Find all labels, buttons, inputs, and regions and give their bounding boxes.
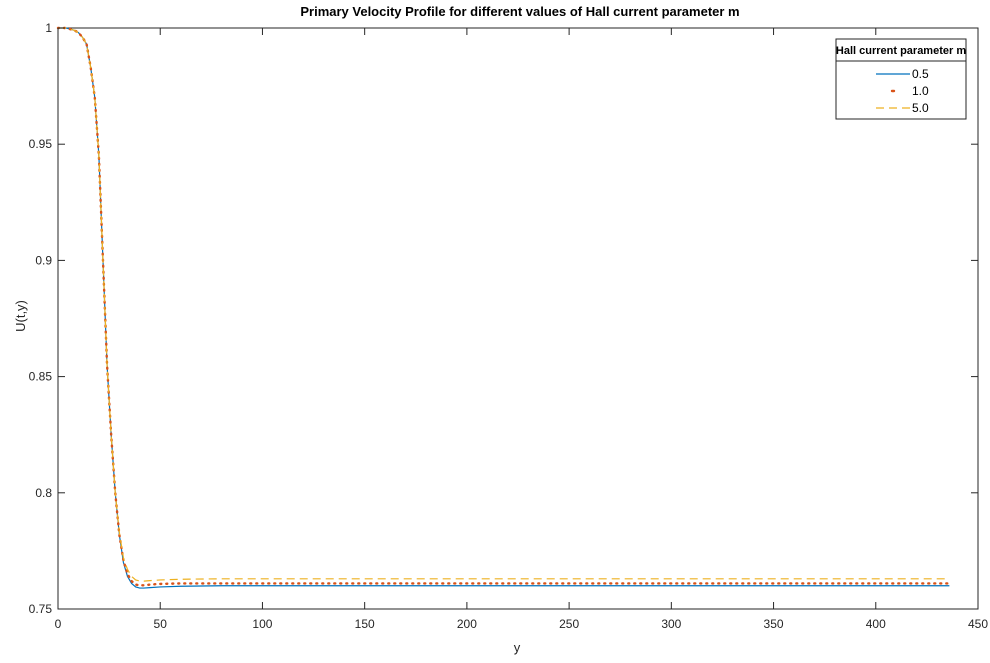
y-tick-label: 0.8 — [35, 486, 52, 500]
y-tick-label: 1 — [45, 21, 52, 35]
legend-items: 0.5 1.0 5.0 — [876, 67, 929, 115]
plot-area: 0 50 100 150 200 250 300 350 400 450 0.75 0.8 0.85 0.… — [29, 21, 989, 631]
ticks-layer: 0 50 100 150 200 250 300 350 400 450 0.75 0.8 0.85 0.… — [29, 21, 989, 631]
series-line-1-0 — [56, 26, 951, 587]
y-tick-label: 0.9 — [35, 253, 52, 267]
chart-title: Primary Velocity Profile for different v… — [300, 4, 739, 19]
x-tick-label: 350 — [764, 617, 784, 631]
x-axis-label: y — [514, 640, 521, 655]
x-tick-label: 200 — [457, 617, 477, 631]
legend-label-5-0: 5.0 — [912, 101, 929, 115]
legend-label-0-5: 0.5 — [912, 67, 929, 81]
axes-box — [57, 27, 979, 610]
x-tick-label: 300 — [661, 617, 681, 631]
x-tick-label: 450 — [968, 617, 988, 631]
legend: Hall current parameter m 0.5 1.0 5.0 — [835, 38, 967, 120]
series-line-5-0 — [58, 27, 950, 582]
x-tick-label: 250 — [559, 617, 579, 631]
x-tick-label: 50 — [154, 617, 168, 631]
x-tick-label: 0 — [55, 617, 62, 631]
x-tick-label: 150 — [355, 617, 375, 631]
y-axis-label: U(t,y) — [13, 300, 28, 332]
series-layer — [56, 26, 951, 589]
y-tick-label: 0.95 — [29, 137, 53, 151]
legend-label-1-0: 1.0 — [912, 84, 929, 98]
x-tick-label: 400 — [866, 617, 886, 631]
y-tick-label: 0.85 — [29, 370, 53, 384]
x-tick-label: 100 — [252, 617, 272, 631]
y-tick-label: 0.75 — [29, 602, 53, 616]
legend-title: Hall current parameter m — [836, 45, 966, 57]
legend-box — [835, 38, 967, 120]
